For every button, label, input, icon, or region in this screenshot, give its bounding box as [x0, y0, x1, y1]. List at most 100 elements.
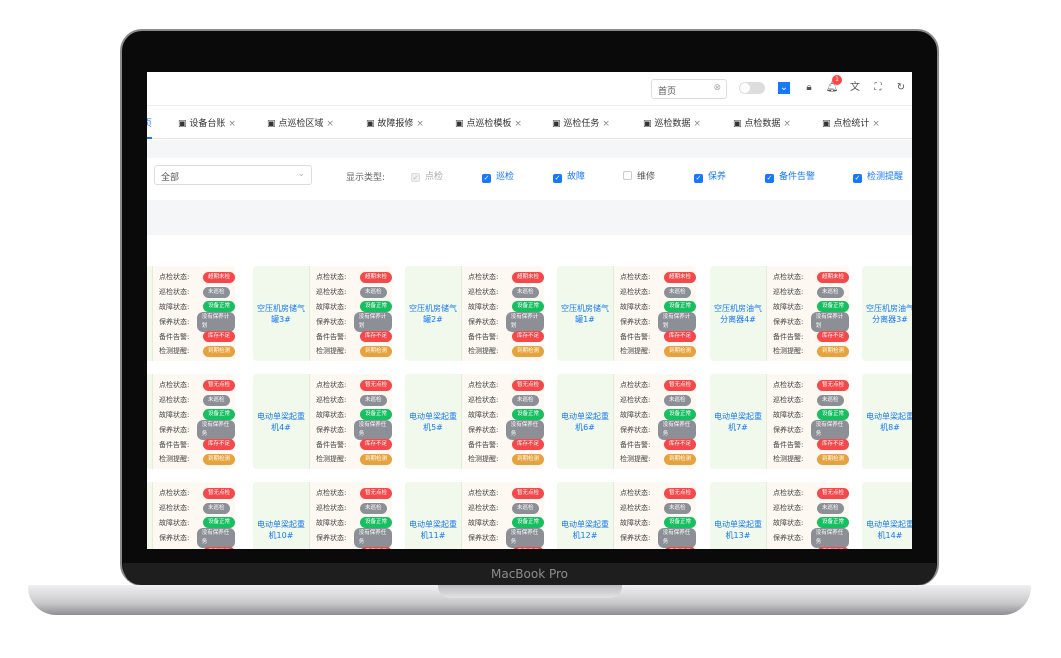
status-label: 检测提醒: [468, 455, 499, 464]
status-label: 故障状态: [773, 410, 804, 419]
status-badge: 库存不足 [202, 547, 235, 549]
area-select[interactable]: 全部 ⌄ [154, 165, 312, 185]
checkbox-2[interactable]: ✓ 故障 [553, 169, 585, 183]
checkbox-4[interactable]: ✓ 保养 [694, 169, 726, 183]
device-name[interactable] [147, 482, 153, 549]
device-card[interactable]: 电动单梁起重机7# 点检状态: 暂无点检 巡检状态: 未巡检 故障状态: 设备正常 保养状态:… [710, 374, 849, 469]
checkbox-3[interactable]: 维修 [623, 169, 655, 182]
checkbox-1[interactable]: ✓ 巡检 [482, 169, 514, 183]
status-badge: 库存不足 [511, 547, 544, 549]
device-name[interactable]: 空压机房油气分离器4# [710, 266, 767, 361]
dropdown-icon[interactable]: ⌄ [778, 82, 790, 94]
close-icon[interactable]: × [783, 119, 791, 129]
status-row: 检测提醒: 到期检测 [468, 452, 544, 467]
device-name[interactable]: 电动单梁起重机11# [405, 482, 462, 549]
theme-toggle[interactable] [739, 82, 765, 94]
tab-8[interactable]: ▣ 点检统计 × [822, 116, 880, 129]
tab-1[interactable]: ▣ 设备台账 × [178, 116, 236, 129]
tab-2[interactable]: ▣ 点巡检区域 × [267, 116, 334, 129]
close-icon[interactable]: × [416, 119, 424, 129]
status-label: 巡检状态: [159, 288, 190, 297]
status-label: 备件告警: [468, 548, 512, 550]
status-label: 保养状态: [159, 317, 190, 326]
translate-icon[interactable]: 文 [850, 82, 860, 93]
status-label: 故障状态: [159, 518, 190, 527]
device-card[interactable]: 点检状态: 超期未检 巡检状态: 未巡检 故障状态: 设备正常 保养状态: 没有保养计划 备件告… [147, 266, 235, 361]
status-badge: 暂无点检 [663, 379, 696, 391]
close-icon[interactable]: × [872, 119, 880, 129]
device-card[interactable]: 电动单梁起重机8#点检状态:暂无点检巡检状态:未巡检故障状态:设备正常保养状态:… [862, 374, 912, 469]
device-card[interactable]: 电动单梁起重机5# 点检状态: 暂无点检 巡检状态: 未巡检 故障状态: 设备正常 保养状态:… [405, 374, 544, 469]
status-badge: 未巡检 [817, 394, 844, 406]
device-name[interactable]: 电动单梁起重机13# [710, 482, 767, 549]
status-label: 巡检状态: [316, 288, 347, 297]
device-name[interactable]: 电动单梁起重机5# [405, 374, 462, 469]
device-name[interactable]: 电动单梁起重机8# [862, 374, 912, 469]
tab-5[interactable]: ▣ 巡检任务 × [552, 116, 610, 129]
device-name[interactable]: 电动单梁起重机7# [710, 374, 767, 469]
status-row: 保养状态: 没有保养任务 [620, 527, 696, 548]
status-badge: 设备正常 [816, 517, 849, 529]
status-badge: 库存不足 [511, 439, 544, 451]
close-icon[interactable]: × [602, 119, 610, 129]
notification-badge: 1 [832, 75, 842, 85]
tab-0[interactable]: 页 [147, 116, 153, 139]
device-name[interactable]: 电动单梁起重机12# [557, 482, 614, 549]
checkbox-box: ✓ [411, 173, 420, 182]
device-card[interactable]: 空压机房储气罐2# 点检状态: 超期未检 巡检状态: 未巡检 故障状态: 设备正常 保养状态:… [405, 266, 544, 361]
status-row: 保养状态: 没有保养任务 [468, 527, 544, 548]
status-row: 保养状态: 没有保养任务 [773, 527, 849, 548]
refresh-icon[interactable]: ↻ [896, 82, 906, 93]
status-row: 巡检状态: 未巡检 [468, 501, 544, 516]
close-icon[interactable]: × [514, 119, 522, 129]
device-card[interactable]: 空压机房储气罐3# 点检状态: 超期未检 巡检状态: 未巡检 故障状态: 设备正常 保养状态:… [253, 266, 392, 361]
device-card[interactable]: 电动单梁起重机12# 点检状态: 暂无点检 巡检状态: 未巡检 故障状态: 设备正常 保养状态… [557, 482, 696, 549]
close-icon[interactable]: × [693, 119, 701, 129]
device-card[interactable]: 空压机房储气罐1# 点检状态: 超期未检 巡检状态: 未巡检 故障状态: 设备正常 保养状态:… [557, 266, 696, 361]
device-card[interactable]: 电动单梁起重机11# 点检状态: 暂无点检 巡检状态: 未巡检 故障状态: 设备正常 保养状态… [405, 482, 544, 549]
device-card[interactable]: 点检状态: 暂无点检巡检状态: 未巡检故障状态: 设备正常保养状态: 没有保养任务备件告… [147, 374, 235, 469]
device-name[interactable] [147, 374, 153, 469]
device-name[interactable]: 空压机房储气罐2# [405, 266, 462, 361]
checkbox-5[interactable]: ✓ 备件告警 [765, 169, 815, 183]
device-card[interactable]: 空压机房油气分离器3#点检状态:超期未检巡检状态:未巡检故障状态:设备正常保养状… [862, 266, 912, 361]
checkbox-box [623, 171, 632, 180]
device-name[interactable]: 空压机房油气分离器3# [862, 266, 912, 361]
device-name[interactable] [147, 266, 153, 361]
device-name[interactable]: 空压机房储气罐1# [557, 266, 614, 361]
clear-icon[interactable]: ⊗ [713, 83, 721, 93]
device-name[interactable]: 空压机房储气罐3# [253, 266, 310, 361]
status-row: 点检状态: 暂无点检 [316, 378, 392, 393]
device-name[interactable]: 电动单梁起重机6# [557, 374, 614, 469]
tab-3[interactable]: ▣ 故障报修 × [366, 116, 424, 129]
status-row: 故障状态: 设备正常 [468, 300, 544, 315]
device-card[interactable]: 电动单梁起重机14#点检状态:暂无点检巡检状态:未巡检故障状态:设备正常保养状态… [862, 482, 912, 549]
status-badge: 没有保养任务 [657, 527, 696, 548]
device-card[interactable]: 电动单梁起重机6# 点检状态: 暂无点检 巡检状态: 未巡检 故障状态: 设备正常 保养状态:… [557, 374, 696, 469]
fullscreen-icon[interactable]: ⛶ [874, 82, 882, 93]
tab-4[interactable]: ▣ 点巡检模板 × [455, 116, 522, 129]
status-badge: 未巡检 [360, 502, 387, 514]
tab-7[interactable]: ▣ 点检数据 × [733, 116, 791, 129]
device-name[interactable]: 电动单梁起重机14# [862, 482, 912, 549]
divider [147, 200, 912, 235]
close-icon[interactable]: × [326, 119, 334, 129]
top-bar: 首页 ⊗ ⌄ 🔒︎ 🔔︎ 1 文 ⛶ ↻ [147, 72, 912, 106]
status-label: 备件告警: [316, 440, 347, 449]
checkbox-6[interactable]: ✓ 检测提醒 [853, 169, 903, 183]
device-name[interactable]: 电动单梁起重机10# [253, 482, 310, 549]
device-name[interactable]: 电动单梁起重机4# [253, 374, 310, 469]
close-icon[interactable]: × [228, 119, 236, 129]
status-row: 备件告警:库存不足 [773, 545, 849, 549]
tab-6[interactable]: ▣ 巡检数据 × [643, 116, 701, 129]
bell-icon[interactable]: 🔔︎ [825, 82, 839, 93]
device-card[interactable]: 电动单梁起重机13# 点检状态: 暂无点检 巡检状态: 未巡检 故障状态: 设备正常 保养状态… [710, 482, 849, 549]
device-card[interactable]: 电动单梁起重机4# 点检状态: 暂无点检 巡检状态: 未巡检 故障状态: 设备正常 保养状态:… [253, 374, 392, 469]
status-label: 故障状态: [773, 302, 804, 311]
device-card[interactable]: 电动单梁起重机10# 点检状态: 暂无点检 巡检状态: 未巡检 故障状态: 设备正常 保养状态… [253, 482, 392, 549]
lock-icon[interactable]: 🔒︎ [806, 82, 812, 93]
status-row: 保养状态: 没有保养计划 [159, 311, 235, 332]
device-card[interactable]: 空压机房油气分离器4# 点检状态: 超期未检 巡检状态: 未巡检 故障状态: 设备正常 保养状… [710, 266, 849, 361]
menu-search-input[interactable]: 首页 ⊗ [651, 79, 727, 99]
